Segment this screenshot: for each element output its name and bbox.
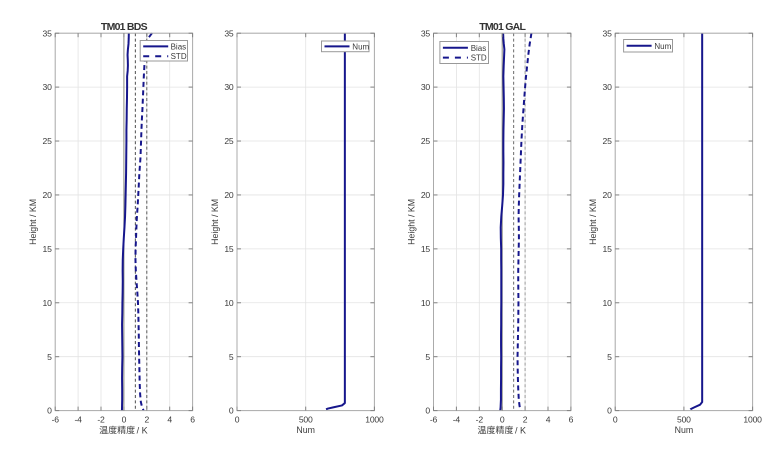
svg-text:Bias: Bias bbox=[471, 44, 487, 53]
svg-text:20: 20 bbox=[224, 190, 234, 200]
svg-text:2: 2 bbox=[523, 414, 528, 424]
svg-text:Num: Num bbox=[675, 425, 694, 435]
svg-text:Height / KM: Height / KM bbox=[210, 199, 220, 245]
svg-text:30: 30 bbox=[603, 82, 613, 92]
svg-text:4: 4 bbox=[546, 414, 551, 424]
svg-text:Num: Num bbox=[296, 425, 315, 435]
svg-text:/ K: / K bbox=[515, 425, 526, 435]
svg-text:20: 20 bbox=[43, 190, 53, 200]
svg-text:0: 0 bbox=[235, 414, 240, 424]
svg-text:5: 5 bbox=[425, 352, 430, 362]
svg-text:30: 30 bbox=[421, 82, 431, 92]
svg-text:10: 10 bbox=[224, 298, 234, 308]
svg-text:0: 0 bbox=[500, 414, 505, 424]
svg-text:15: 15 bbox=[421, 244, 431, 254]
svg-text:0: 0 bbox=[425, 406, 430, 416]
svg-text:-2: -2 bbox=[476, 414, 484, 424]
svg-text:0: 0 bbox=[613, 414, 618, 424]
svg-text:25: 25 bbox=[43, 136, 53, 146]
svg-text:Num: Num bbox=[654, 42, 671, 51]
svg-text:STD: STD bbox=[471, 54, 487, 63]
svg-text:15: 15 bbox=[43, 244, 53, 254]
svg-text:20: 20 bbox=[421, 190, 431, 200]
svg-text:Num: Num bbox=[352, 42, 369, 51]
svg-text:5: 5 bbox=[607, 352, 612, 362]
svg-text:10: 10 bbox=[421, 298, 431, 308]
svg-text:30: 30 bbox=[224, 82, 234, 92]
svg-text:30: 30 bbox=[43, 82, 53, 92]
svg-text:25: 25 bbox=[603, 136, 613, 146]
svg-text:1000: 1000 bbox=[365, 414, 384, 424]
svg-text:0: 0 bbox=[47, 406, 52, 416]
svg-text:/ K: / K bbox=[137, 425, 148, 435]
svg-text:25: 25 bbox=[224, 136, 234, 146]
svg-text:1000: 1000 bbox=[743, 414, 762, 424]
svg-text:35: 35 bbox=[603, 28, 613, 38]
svg-text:Height / KM: Height / KM bbox=[588, 199, 598, 245]
svg-text:Height / KM: Height / KM bbox=[28, 199, 38, 245]
svg-text:-4: -4 bbox=[453, 414, 461, 424]
svg-text:20: 20 bbox=[603, 190, 613, 200]
svg-text:15: 15 bbox=[224, 244, 234, 254]
svg-text:TM01 BDS: TM01 BDS bbox=[101, 21, 148, 33]
svg-text:-2: -2 bbox=[97, 414, 105, 424]
svg-text:5: 5 bbox=[47, 352, 52, 362]
svg-text:Height / KM: Height / KM bbox=[407, 199, 417, 245]
svg-text:4: 4 bbox=[167, 414, 172, 424]
svg-text:2: 2 bbox=[145, 414, 150, 424]
svg-text:0: 0 bbox=[607, 406, 612, 416]
svg-text:10: 10 bbox=[43, 298, 53, 308]
svg-text:500: 500 bbox=[677, 414, 691, 424]
svg-text:0: 0 bbox=[229, 406, 234, 416]
svg-text:-4: -4 bbox=[74, 414, 82, 424]
svg-text:6: 6 bbox=[569, 414, 574, 424]
svg-text:35: 35 bbox=[421, 28, 431, 38]
svg-text:35: 35 bbox=[224, 28, 234, 38]
svg-text:500: 500 bbox=[299, 414, 313, 424]
svg-text:TM01 GAL: TM01 GAL bbox=[479, 21, 526, 33]
svg-text:10: 10 bbox=[603, 298, 613, 308]
svg-text:Bias: Bias bbox=[171, 42, 187, 51]
svg-text:5: 5 bbox=[229, 352, 234, 362]
svg-text:6: 6 bbox=[190, 414, 195, 424]
svg-text:STD: STD bbox=[171, 52, 187, 61]
svg-text:15: 15 bbox=[603, 244, 613, 254]
svg-text:35: 35 bbox=[43, 28, 53, 38]
svg-text:25: 25 bbox=[421, 136, 431, 146]
svg-text:-6: -6 bbox=[430, 414, 438, 424]
svg-text:-6: -6 bbox=[52, 414, 60, 424]
svg-text:0: 0 bbox=[122, 414, 127, 424]
